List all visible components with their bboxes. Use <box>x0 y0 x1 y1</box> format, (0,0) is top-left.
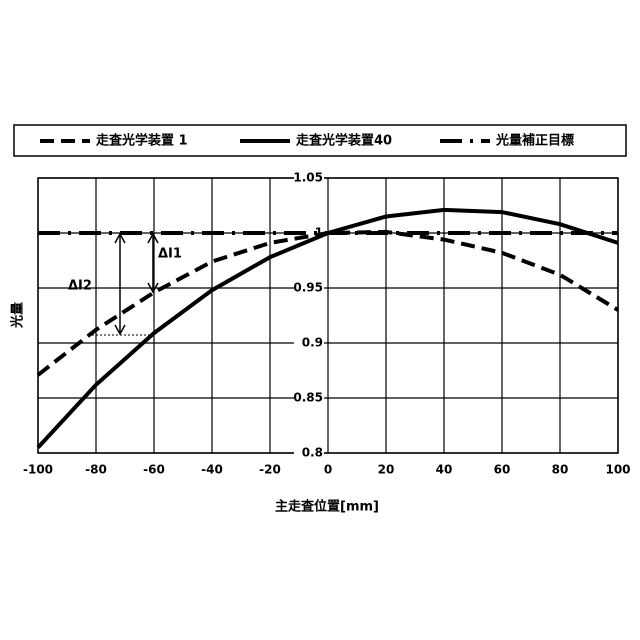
legend-label: 光量補正目標 <box>495 133 574 149</box>
annotation-delta-i2 <box>88 234 150 335</box>
annotation-label: ΔI1 <box>158 247 182 262</box>
x-tick-label: -20 <box>259 463 281 477</box>
y-tick-label: 1.05 <box>293 171 323 185</box>
x-tick-label: 80 <box>552 463 569 477</box>
legend-label: 走査光学装置 1 <box>96 133 188 149</box>
x-tick-label: 60 <box>494 463 511 477</box>
chart: 主走査位置[mm] 光量 ΔI1 ΔI2 -100 -80 -60 -40 -20 0 20… <box>0 0 640 640</box>
x-tick-label: -60 <box>143 463 165 477</box>
annotation-delta-i1 <box>148 234 158 292</box>
y-axis-label: 光量 <box>10 302 26 329</box>
x-tick-label: 20 <box>378 463 395 477</box>
y-tick-label: 0.95 <box>293 281 323 295</box>
y-tick-label: 0.8 <box>302 446 323 460</box>
x-tick-label: -40 <box>201 463 223 477</box>
x-tick-label: 0 <box>324 463 332 477</box>
y-tick-label: 0.9 <box>302 336 323 350</box>
x-tick-label: -80 <box>85 463 107 477</box>
x-axis-label: 主走査位置[mm] <box>275 499 379 515</box>
y-tick-label: 0.85 <box>293 391 323 405</box>
legend-label: 走査光学装置40 <box>296 133 392 149</box>
annotation-label: ΔI2 <box>68 279 92 294</box>
x-tick-label: 100 <box>605 463 630 477</box>
x-tick-label: -100 <box>23 463 53 477</box>
x-tick-label: 40 <box>436 463 453 477</box>
